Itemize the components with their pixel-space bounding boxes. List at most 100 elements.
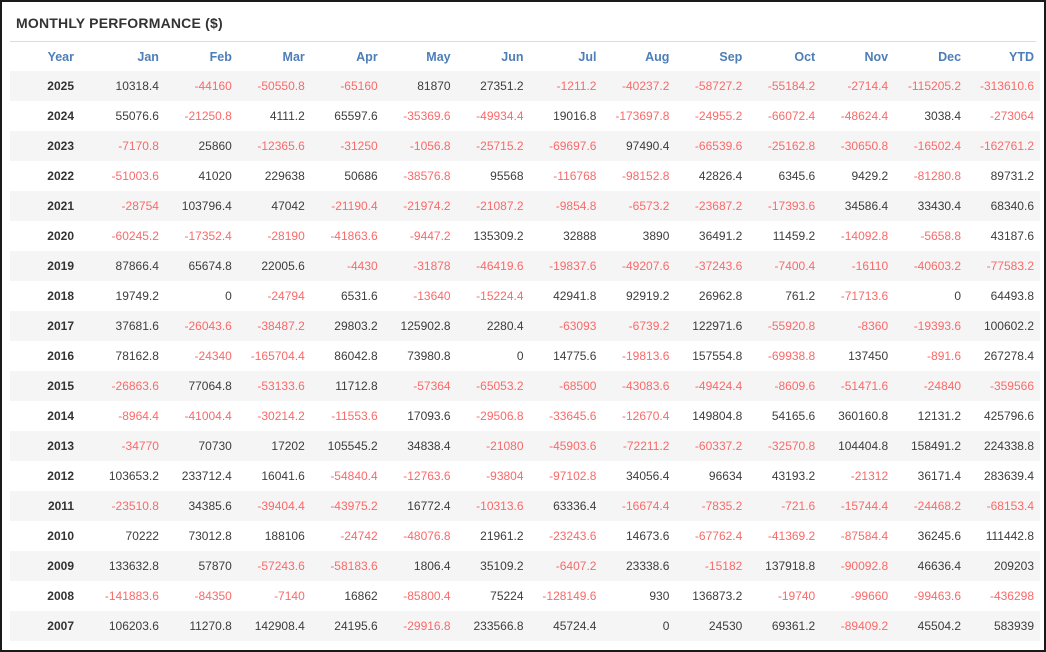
value-cell-jan: 55076.6: [115, 109, 159, 123]
column-header-jan: Jan: [137, 49, 159, 64]
value-cell-dec: 36171.4: [917, 469, 962, 483]
value-cell-sep: -15182: [704, 559, 743, 573]
value-cell-jan: 106203.6: [108, 619, 159, 633]
value-cell-apr: 65597.6: [334, 109, 378, 123]
value-cell-oct: -55920.8: [767, 319, 816, 333]
year-cell: 2017: [47, 319, 74, 333]
value-cell-apr: 50686: [344, 169, 378, 183]
value-cell-apr: 24195.6: [334, 619, 378, 633]
value-cell-sep: 26962.8: [698, 289, 743, 303]
value-cell-ytd: -77583.2: [986, 259, 1034, 273]
value-cell-sep: -60337.2: [694, 439, 743, 453]
value-cell-apr: -31250: [340, 139, 378, 153]
value-cell-mar: -12365.6: [257, 139, 305, 153]
value-cell-ytd: -162761.2: [979, 139, 1034, 153]
value-cell-nov: 104404.8: [838, 439, 889, 453]
value-cell-sep: -58727.2: [694, 79, 743, 93]
value-cell-jul: 63336.4: [553, 499, 597, 513]
table-row: 2022 -51003.6 41020 229638 50686 -38576.8 9556…: [10, 161, 1040, 191]
column-header-dec: Dec: [938, 49, 962, 64]
value-cell-jan: 37681.6: [115, 319, 159, 333]
value-cell-oct: 69361.2: [771, 619, 816, 633]
value-cell-sep: -7835.2: [701, 499, 743, 513]
value-cell-jan: -8964.4: [118, 409, 159, 423]
value-cell-apr: 16862: [344, 589, 378, 603]
value-cell-ytd: 68340.6: [990, 199, 1034, 213]
year-cell: 2009: [47, 559, 74, 573]
value-cell-nov: -21312: [850, 469, 889, 483]
value-cell-jan: -51003.6: [111, 169, 159, 183]
value-cell-aug: 930: [649, 589, 670, 603]
column-header-aug: Aug: [645, 49, 670, 64]
value-cell-apr: -4430: [346, 259, 378, 273]
title-divider: [10, 41, 1036, 42]
value-cell-jan: -34770: [121, 439, 159, 453]
table-row: 2010 70222 73012.8 188106 -24742 -48076.8 2196…: [10, 521, 1040, 551]
value-cell-jul: -19837.6: [549, 259, 597, 273]
value-cell-jul: -9854.8: [555, 199, 597, 213]
value-cell-jun: -49934.4: [476, 109, 524, 123]
table-row: 2020 -60245.2 -17352.4 -28190 -41863.6 -9447.…: [10, 221, 1040, 251]
value-cell-jun: 35109.2: [480, 559, 524, 573]
value-cell-feb: 0: [225, 289, 232, 303]
value-cell-nov: -15744.4: [840, 499, 889, 513]
value-cell-dec: -99463.6: [913, 589, 962, 603]
table-row: 2014 -8964.4 -41004.4 -30214.2 -11553.6 17093…: [10, 401, 1040, 431]
value-cell-sep: -37243.6: [694, 259, 743, 273]
value-cell-mar: 229638: [264, 169, 305, 183]
value-cell-feb: 41020: [198, 169, 232, 183]
year-cell: 2014: [47, 409, 74, 423]
value-cell-dec: -81280.8: [913, 169, 962, 183]
value-cell-dec: 0: [954, 289, 962, 303]
table-row: 2013 -34770 70730 17202 105545.2 34838.4 -2108…: [10, 431, 1040, 461]
value-cell-jun: 135309.2: [473, 229, 524, 243]
value-cell-nov: -89409.2: [840, 619, 889, 633]
monthly-performance-table: Year Jan Feb Mar Apr May Jun Jul Aug Sep Oct Nov Dec…: [10, 42, 1040, 641]
value-cell-nov: -16110: [851, 259, 889, 273]
value-cell-feb: 25860: [198, 139, 232, 153]
value-cell-mar: -7140: [274, 589, 305, 603]
value-cell-dec: 45504.2: [917, 619, 962, 633]
page-title: MONTHLY PERFORMANCE ($): [16, 15, 223, 31]
table-header: Year Jan Feb Mar Apr May Jun Jul Aug Sep Oct Nov Dec…: [10, 42, 1040, 71]
value-cell-nov: -99660: [850, 589, 889, 603]
value-cell-jan: -23510.8: [111, 499, 159, 513]
table-row: 2012 103653.2 233712.4 16041.6 -54840.4 -1276…: [10, 461, 1040, 491]
value-cell-jun: 0: [516, 349, 524, 363]
value-cell-dec: -24468.2: [913, 499, 962, 513]
value-cell-feb: 103796.4: [181, 199, 232, 213]
value-cell-aug: -6739.2: [628, 319, 670, 333]
value-cell-jul: -1211.2: [556, 79, 597, 93]
table-row: 2021 -28754 103796.4 47042 -21190.4 -21974.2 -…: [10, 191, 1040, 221]
value-cell-jun: -29506.8: [476, 409, 524, 423]
value-cell-jun: 27351.2: [480, 79, 524, 93]
value-cell-jun: -21080: [486, 439, 524, 453]
year-cell: 2020: [47, 229, 74, 243]
value-cell-aug: 14673.6: [625, 529, 670, 543]
value-cell-jul: -97102.8: [549, 469, 597, 483]
value-cell-ytd: 111442.8: [985, 529, 1034, 543]
value-cell-jan: -141883.6: [104, 589, 159, 603]
value-cell-mar: -165704.4: [250, 349, 305, 363]
value-cell-jul: -45903.6: [549, 439, 597, 453]
value-cell-jun: -10313.6: [476, 499, 524, 513]
value-cell-jun: -21087.2: [476, 199, 524, 213]
value-cell-apr: -58183.6: [330, 559, 378, 573]
value-cell-aug: -98152.8: [622, 169, 670, 183]
value-cell-oct: -19740: [777, 589, 816, 603]
value-cell-oct: -32570.8: [767, 439, 816, 453]
value-cell-feb: -41004.4: [184, 409, 232, 423]
value-cell-jul: 14775.6: [553, 349, 597, 363]
column-header-year: Year: [47, 49, 74, 64]
value-cell-may: -35369.6: [403, 109, 451, 123]
value-cell-jun: -93804: [486, 469, 524, 483]
value-cell-sep: 24530: [708, 619, 743, 633]
value-cell-feb: -17352.4: [184, 229, 232, 243]
column-header-mar: Mar: [282, 49, 305, 64]
value-cell-may: 81870: [417, 79, 451, 93]
table-row: 2011 -23510.8 34385.6 -39404.4 -43975.2 16772…: [10, 491, 1040, 521]
value-cell-aug: 23338.6: [625, 559, 670, 573]
value-cell-ytd: 267278.4: [983, 349, 1034, 363]
value-cell-may: -29916.8: [403, 619, 451, 633]
value-cell-may: 73980.8: [407, 349, 451, 363]
